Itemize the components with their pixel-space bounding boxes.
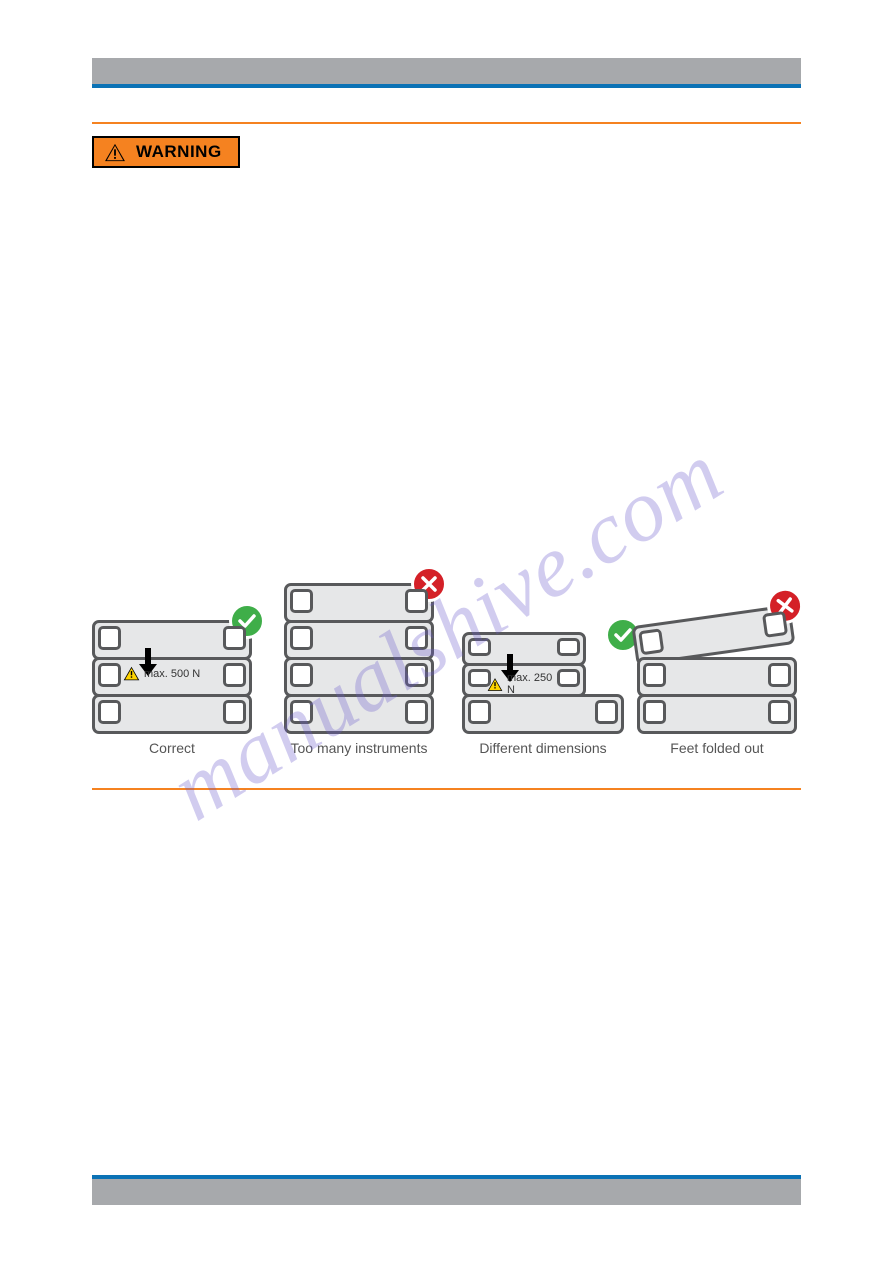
instrument-box: [92, 694, 252, 734]
instrument-box: max. 500 N: [92, 657, 252, 697]
max-load-label: max. 500 N: [123, 666, 226, 681]
max-load-label: max. 250 N: [487, 672, 560, 696]
cross-icon: [411, 566, 447, 602]
caution-triangle-icon: [123, 666, 140, 681]
document-page: WARNING: [0, 0, 893, 1263]
stack-caption: Correct: [82, 740, 262, 756]
instrument-box: max. 250 N: [462, 663, 586, 697]
instrument-box: [284, 583, 434, 623]
stack-caption: Different dimensions: [453, 740, 633, 756]
bottom-orange-rule: [92, 788, 801, 790]
instrument-box: [284, 694, 434, 734]
instrument-box: [92, 620, 252, 660]
down-arrow-icon: [145, 648, 151, 664]
check-icon: [229, 603, 265, 639]
top-orange-rule: [92, 122, 801, 124]
footer-bar: [92, 1175, 801, 1205]
header-bar: [92, 58, 801, 88]
warning-badge: WARNING: [92, 136, 240, 168]
instrument-box: [462, 632, 586, 666]
stack-caption: Too many instruments: [269, 740, 449, 756]
cross-icon: [765, 585, 806, 626]
max-load-text: max. 500 N: [144, 668, 200, 680]
warning-label: WARNING: [136, 142, 222, 162]
instrument-box: [462, 694, 624, 734]
instrument-box: [637, 694, 797, 734]
caution-triangle-icon: [487, 677, 503, 692]
max-load-text: max. 250 N: [507, 672, 560, 696]
warning-triangle-icon: [104, 143, 126, 162]
stack-caption: Feet folded out: [627, 740, 807, 756]
stack-feet-folded-out: Feet folded out: [637, 626, 797, 734]
instrument-box: [284, 657, 434, 697]
instrument-box: [284, 620, 434, 660]
instrument-box: [637, 657, 797, 697]
stack-different-dimensions: max. 250 N Different dimensions: [462, 632, 624, 734]
stack-too-many: Too many instruments: [284, 583, 434, 734]
stacking-figure: max. 500 N Correct Too many instruments: [92, 538, 801, 758]
down-arrow-icon: [507, 654, 513, 670]
stack-correct: max. 500 N Correct: [92, 620, 252, 734]
